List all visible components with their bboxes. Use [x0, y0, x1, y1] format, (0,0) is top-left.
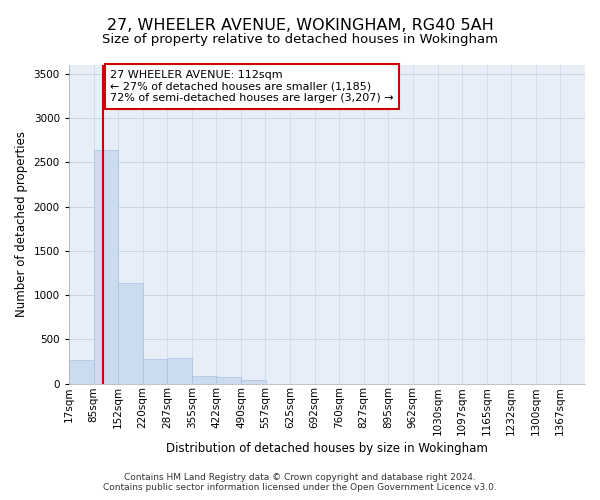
Bar — [241, 380, 266, 384]
Text: 27 WHEELER AVENUE: 112sqm
← 27% of detached houses are smaller (1,185)
72% of se: 27 WHEELER AVENUE: 112sqm ← 27% of detac… — [110, 70, 394, 103]
Text: Size of property relative to detached houses in Wokingham: Size of property relative to detached ho… — [102, 32, 498, 46]
Y-axis label: Number of detached properties: Number of detached properties — [15, 132, 28, 318]
X-axis label: Distribution of detached houses by size in Wokingham: Distribution of detached houses by size … — [166, 442, 488, 455]
Bar — [192, 376, 217, 384]
Bar — [216, 378, 241, 384]
Bar — [118, 282, 143, 384]
Bar — [143, 359, 167, 384]
Text: Contains HM Land Registry data © Crown copyright and database right 2024.
Contai: Contains HM Land Registry data © Crown c… — [103, 473, 497, 492]
Bar — [94, 150, 118, 384]
Bar — [167, 358, 192, 384]
Bar — [69, 360, 94, 384]
Text: 27, WHEELER AVENUE, WOKINGHAM, RG40 5AH: 27, WHEELER AVENUE, WOKINGHAM, RG40 5AH — [107, 18, 493, 32]
